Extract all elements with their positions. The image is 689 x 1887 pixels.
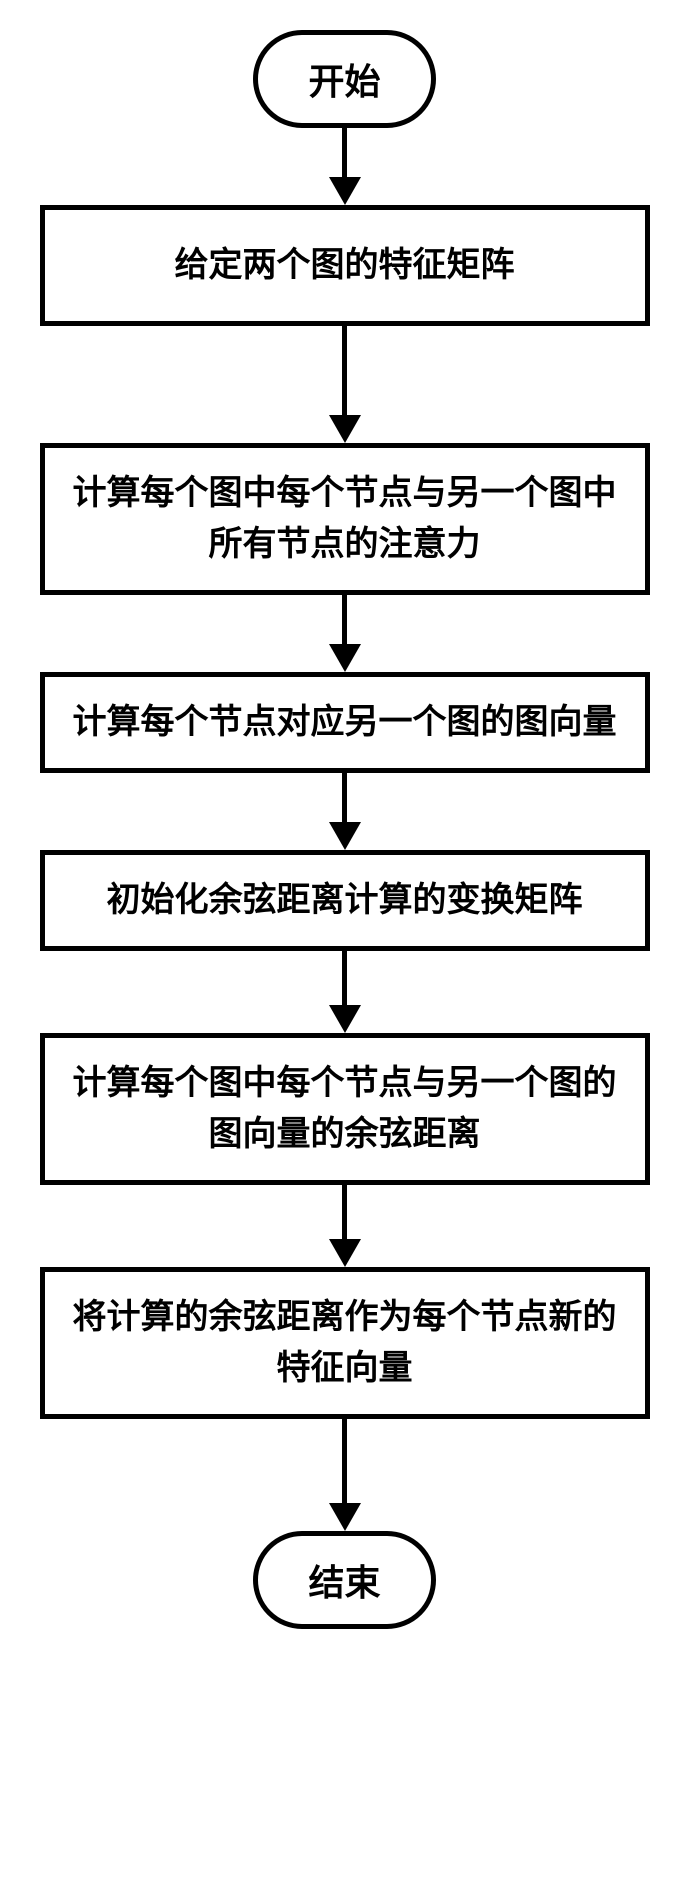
process-label: 给定两个图的特征矩阵 xyxy=(175,247,515,284)
process-cosine-distance: 计算每个图中每个节点与另一个图的图向量的余弦距离 xyxy=(40,1033,650,1185)
arrow-head-icon xyxy=(329,177,361,205)
terminal-end: 结束 xyxy=(253,1531,435,1629)
arrow-line xyxy=(342,773,347,823)
process-label: 将计算的余弦距离作为每个节点新的特征向量 xyxy=(73,1299,617,1387)
flowchart-container: 开始 给定两个图的特征矩阵 计算每个图中每个节点与另一个图中所有节点的注意力 计… xyxy=(40,30,650,1629)
arrow-2 xyxy=(329,595,361,672)
process-label: 计算每个图中每个节点与另一个图的图向量的余弦距离 xyxy=(73,1065,617,1153)
arrow-line xyxy=(342,1185,347,1240)
arrow-line xyxy=(342,128,347,178)
process-init-transform: 初始化余弦距离计算的变换矩阵 xyxy=(40,850,650,951)
arrow-4 xyxy=(329,951,361,1033)
arrow-line xyxy=(342,326,347,416)
process-graph-vector: 计算每个节点对应另一个图的图向量 xyxy=(40,672,650,773)
process-label: 计算每个图中每个节点与另一个图中所有节点的注意力 xyxy=(73,475,617,563)
process-new-feature: 将计算的余弦距离作为每个节点新的特征向量 xyxy=(40,1267,650,1419)
arrow-6 xyxy=(329,1419,361,1531)
arrow-head-icon xyxy=(329,822,361,850)
arrow-line xyxy=(342,595,347,645)
arrow-5 xyxy=(329,1185,361,1267)
arrow-line xyxy=(342,951,347,1006)
process-attention: 计算每个图中每个节点与另一个图中所有节点的注意力 xyxy=(40,443,650,595)
process-label: 初始化余弦距离计算的变换矩阵 xyxy=(107,882,583,919)
terminal-start-label: 开始 xyxy=(308,62,380,102)
arrow-1 xyxy=(329,326,361,443)
terminal-start: 开始 xyxy=(253,30,435,128)
arrow-head-icon xyxy=(329,644,361,672)
arrow-head-icon xyxy=(329,1503,361,1531)
terminal-end-label: 结束 xyxy=(308,1563,380,1603)
arrow-head-icon xyxy=(329,1239,361,1267)
arrow-line xyxy=(342,1419,347,1504)
process-feature-matrix: 给定两个图的特征矩阵 xyxy=(40,205,650,326)
arrow-3 xyxy=(329,773,361,850)
arrow-head-icon xyxy=(329,415,361,443)
process-label: 计算每个节点对应另一个图的图向量 xyxy=(73,704,617,741)
arrow-head-icon xyxy=(329,1005,361,1033)
arrow-0 xyxy=(329,128,361,205)
